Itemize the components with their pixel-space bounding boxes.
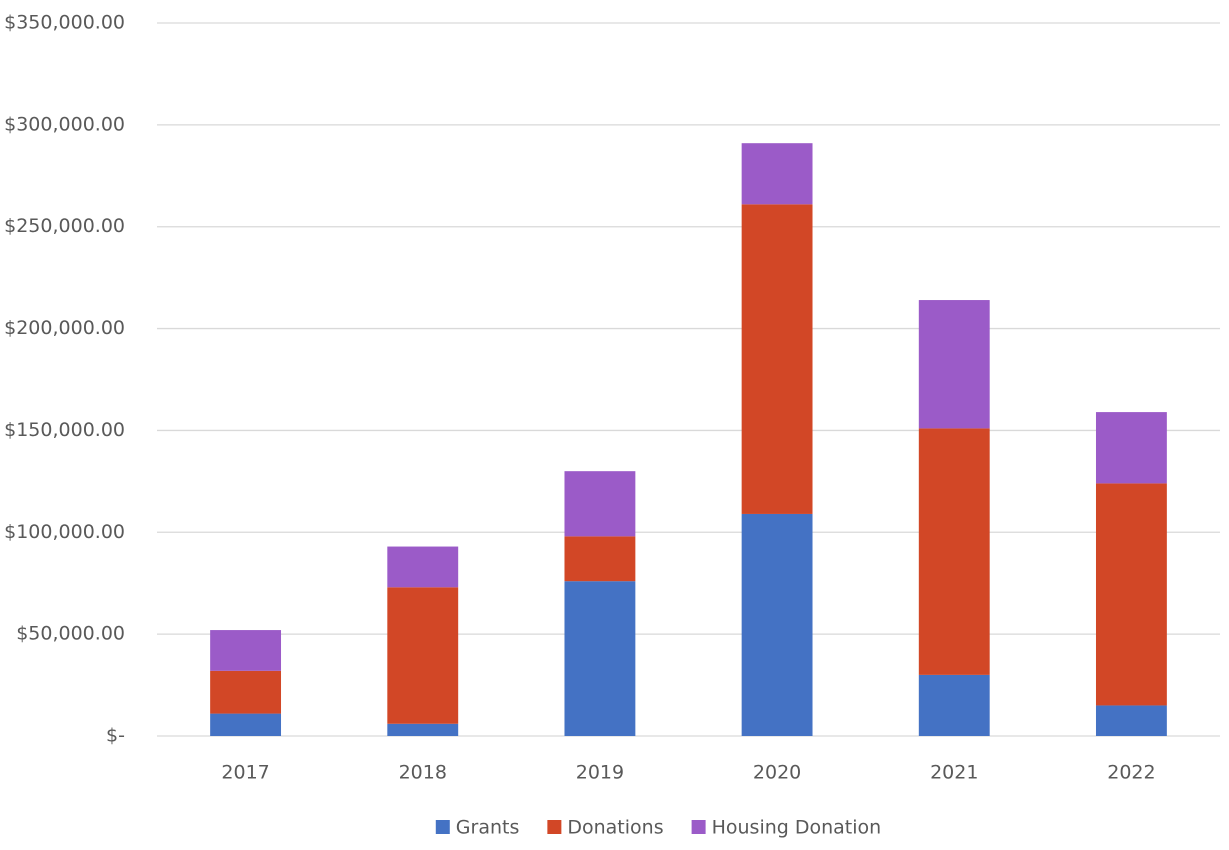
- y-tick-label: $300,000.00: [4, 113, 125, 135]
- x-tick-label: 2019: [576, 762, 624, 784]
- bar-segment: [741, 204, 813, 514]
- bar-segment: [741, 513, 813, 736]
- bar-segment: [210, 670, 282, 714]
- bar-segment: [387, 546, 459, 588]
- y-tick-label: $150,000.00: [4, 419, 125, 441]
- legend-swatch: [435, 820, 450, 834]
- bar-segment: [1095, 705, 1167, 736]
- bar-segment: [387, 723, 459, 736]
- bar-segment: [918, 428, 990, 675]
- y-tick-label: $250,000.00: [4, 215, 125, 237]
- bar-segment: [564, 581, 636, 736]
- x-tick-label: 2021: [930, 762, 978, 784]
- legend-label: Grants: [456, 817, 520, 839]
- bar-segment: [564, 471, 636, 537]
- bar-segment: [918, 300, 990, 429]
- x-tick-label: 2022: [1107, 762, 1155, 784]
- x-tick-label: 2018: [399, 762, 447, 784]
- bar-segment: [918, 674, 990, 736]
- legend-label: Housing Donation: [712, 817, 882, 839]
- bar-segment: [1095, 412, 1167, 484]
- bar-segment: [1095, 483, 1167, 706]
- legend-swatch: [691, 820, 706, 834]
- y-tick-label: $100,000.00: [4, 521, 125, 543]
- x-tick-label: 2020: [753, 762, 801, 784]
- bar-segment: [564, 536, 636, 582]
- bar-segment: [741, 143, 813, 205]
- y-tick-label: $350,000.00: [4, 12, 125, 34]
- y-tick-label: $50,000.00: [16, 623, 125, 645]
- bar-segment: [210, 713, 282, 736]
- x-tick-label: 2017: [221, 762, 269, 784]
- legend-label: Donations: [567, 817, 663, 839]
- y-tick-label: $200,000.00: [4, 317, 125, 339]
- y-tick-label: $-: [106, 725, 125, 747]
- bar-segment: [210, 630, 282, 671]
- bar-segment: [387, 587, 459, 724]
- legend-swatch: [547, 820, 562, 834]
